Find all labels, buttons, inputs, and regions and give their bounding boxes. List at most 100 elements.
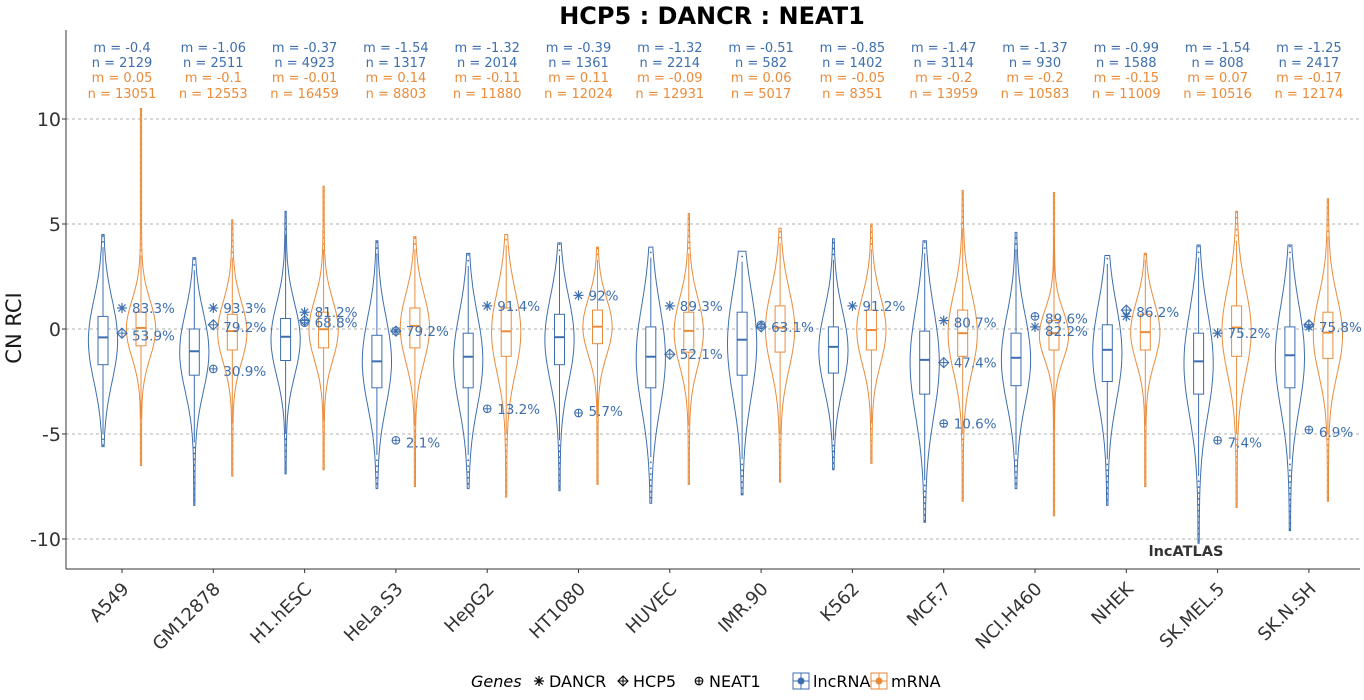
- outlier-point: [1053, 504, 1055, 507]
- percentile-label: 13.2%: [497, 402, 540, 418]
- outlier-point: [140, 231, 142, 234]
- outlier-point: [1289, 463, 1291, 466]
- outlier-point: [923, 241, 926, 244]
- outlier-point: [467, 482, 470, 485]
- outlier-point: [558, 456, 561, 459]
- iqr-box: [462, 332, 474, 389]
- outlier-point: [687, 223, 690, 226]
- chart-title: HCP5 : DANCR : NEAT1: [559, 2, 865, 30]
- outlier-point: [414, 465, 416, 468]
- outlier-point: [1327, 230, 1329, 233]
- outlier-point: [322, 190, 325, 192]
- outlier-point: [140, 161, 142, 163]
- outlier-point: [193, 452, 196, 455]
- outlier-point: [1235, 217, 1238, 219]
- outlier-point: [558, 485, 561, 488]
- outlier-point: [1289, 251, 1291, 254]
- cell-line-group: 81.2%68.8%: [270, 185, 358, 475]
- lncrna-median-label: m = -1.25: [1276, 41, 1341, 56]
- y-axis-ticks: 10 5 0 -5 -10: [30, 109, 66, 551]
- mrna-median-label: m = -0.2: [915, 71, 972, 86]
- x-tick-label: GM12878: [149, 579, 225, 655]
- mrna-median-label: m = -0.05: [820, 71, 885, 86]
- outlier-point: [1235, 444, 1238, 447]
- neat1-marker: [1304, 425, 1314, 435]
- outlier-point: [193, 258, 196, 260]
- outlier-point: [596, 247, 599, 250]
- outlier-point: [1015, 476, 1017, 479]
- neat1-marker: [208, 364, 218, 374]
- lncrna-violin: [909, 240, 940, 523]
- outlier-point: [1053, 201, 1055, 203]
- outlier-point: [870, 433, 873, 436]
- outlier-point: [284, 210, 287, 213]
- outlier-point: [1053, 510, 1055, 513]
- percentile-label: 89.3%: [680, 299, 723, 315]
- percentile-label: 81.2%: [315, 305, 358, 321]
- legend-title: Genes: [471, 672, 522, 691]
- outlier-point: [1289, 481, 1291, 483]
- outlier-point: [1053, 434, 1055, 436]
- outlier-point: [1197, 492, 1200, 494]
- lncrna-violin: [179, 257, 210, 506]
- outlier-point: [779, 450, 781, 452]
- lncrna-count-label: n = 2214: [640, 56, 700, 71]
- lncrna-median-label: m = -0.51: [728, 41, 793, 56]
- outlier-point: [140, 125, 142, 128]
- outlier-point: [322, 431, 325, 434]
- outlier-point: [961, 222, 964, 224]
- outlier-point: [140, 172, 142, 175]
- lncrna-violin: [270, 210, 301, 475]
- outlier-point: [193, 499, 196, 502]
- outlier-point: [284, 228, 287, 231]
- dancr-marker: [1030, 321, 1040, 332]
- lncrna-median-label: m = -0.37: [272, 41, 337, 56]
- outlier-point: [284, 455, 287, 458]
- outlier-point: [832, 450, 835, 453]
- mrna-boxplot: [1231, 211, 1243, 505]
- outlier-point: [140, 202, 142, 205]
- outlier-point: [649, 473, 652, 476]
- outlier-point: [1327, 224, 1329, 227]
- outlier-point: [1053, 451, 1055, 454]
- outlier-point: [284, 461, 287, 464]
- x-tick-label: SK.MEL.5: [1156, 579, 1230, 653]
- outlier-point: [1053, 487, 1055, 489]
- mrna-median-label: m = -0.2: [1006, 71, 1063, 86]
- mrna-median-label: m = 0.06: [731, 71, 792, 86]
- lncrna-median-label: m = -1.54: [1185, 41, 1250, 56]
- outlier-point: [140, 243, 142, 246]
- outlier-point: [467, 465, 470, 468]
- lncrna-count-label: n = 582: [735, 56, 787, 71]
- outlier-point: [687, 247, 690, 250]
- mrna-boxplot: [500, 238, 512, 494]
- lncrna-violin: [727, 250, 758, 496]
- x-tick-label: K562: [816, 579, 863, 626]
- cell-line-group: 83.3% 53.9%: [87, 108, 175, 466]
- outlier-point: [505, 444, 508, 447]
- outlier-point: [741, 469, 743, 472]
- dancr-stroke: [939, 316, 948, 325]
- mrna-count-label: n = 8803: [366, 87, 426, 102]
- outlier-point: [467, 471, 470, 473]
- outlier-point: [1289, 522, 1291, 525]
- outlier-point: [779, 479, 781, 482]
- mrna-count-label: n = 11880: [453, 87, 522, 102]
- outlier-point: [1144, 471, 1147, 473]
- outlier-point: [322, 425, 325, 428]
- hcp5-marker: [116, 327, 128, 339]
- outlier-point: [649, 490, 652, 493]
- dancr-stroke: [483, 301, 492, 310]
- outlier-point: [961, 467, 964, 470]
- lncrna-violin: [1092, 255, 1123, 506]
- neat1-marker: [694, 676, 704, 686]
- outlier-point: [284, 467, 287, 470]
- outlier-point: [1144, 482, 1147, 485]
- lncrna-median-label: m = -1.37: [1002, 41, 1067, 56]
- iqr-box: [1193, 332, 1205, 395]
